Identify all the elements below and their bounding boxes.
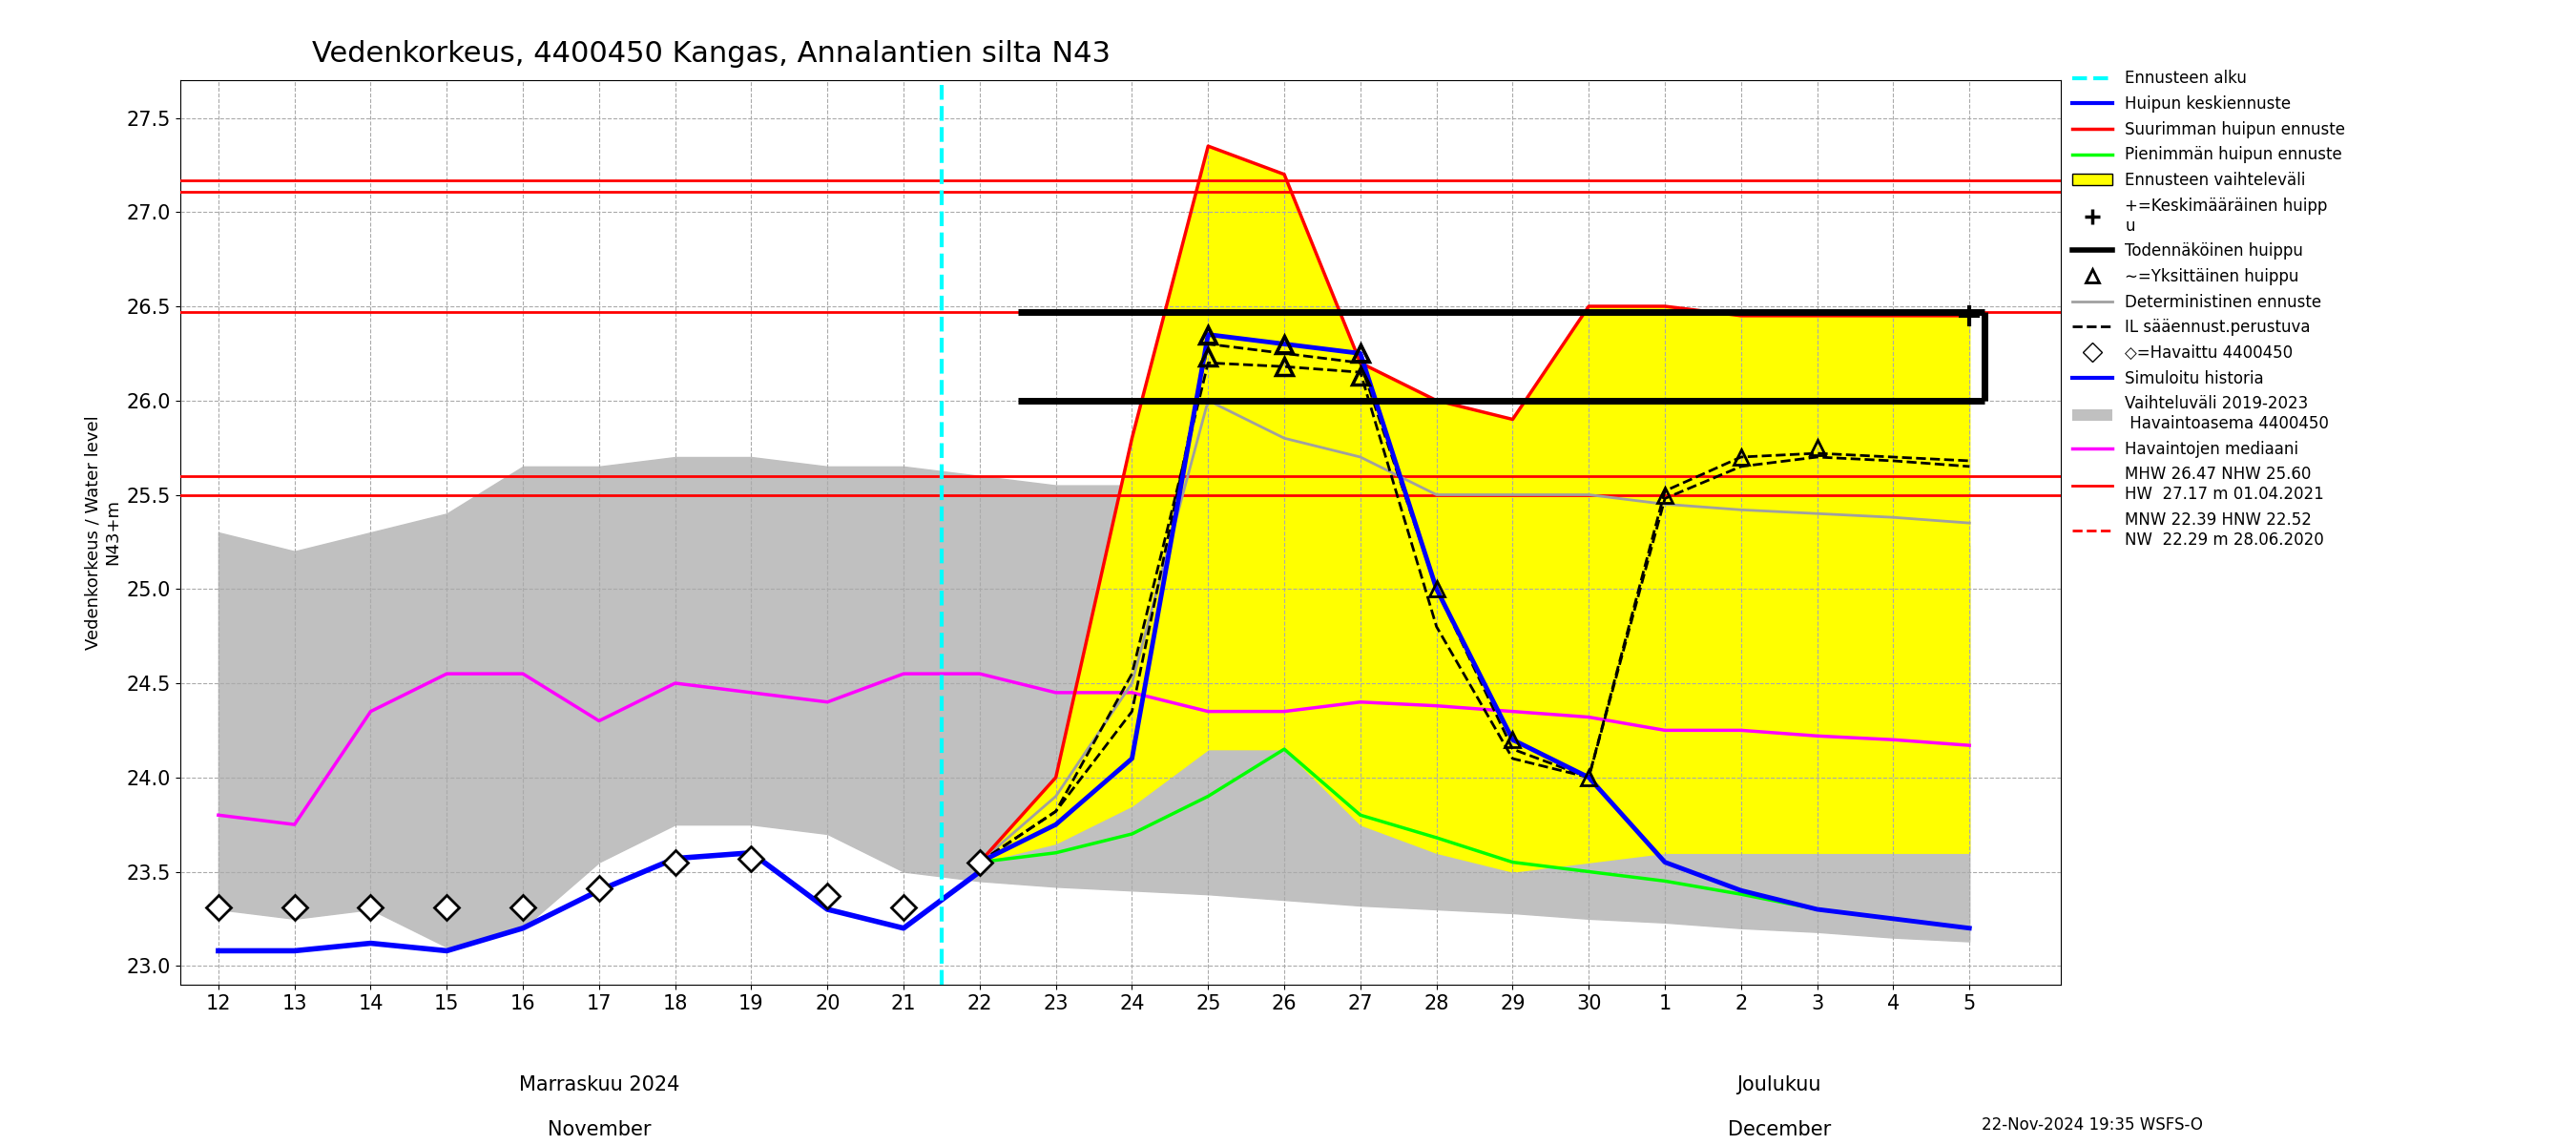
Y-axis label: Vedenkorkeus / Water level
N43+m: Vedenkorkeus / Water level N43+m bbox=[85, 416, 121, 649]
Text: 22-Nov-2024 19:35 WSFS-O: 22-Nov-2024 19:35 WSFS-O bbox=[1981, 1116, 2202, 1134]
Text: Joulukuu: Joulukuu bbox=[1736, 1075, 1821, 1095]
Text: November: November bbox=[546, 1120, 652, 1139]
Text: Vedenkorkeus, 4400450 Kangas, Annalantien silta N43: Vedenkorkeus, 4400450 Kangas, Annalantie… bbox=[312, 40, 1110, 68]
Text: December: December bbox=[1728, 1120, 1832, 1139]
Legend: Ennusteen alku, Huipun keskiennuste, Suurimman huipun ennuste, Pienimmän huipun : Ennusteen alku, Huipun keskiennuste, Suu… bbox=[2074, 70, 2344, 548]
Text: Marraskuu 2024: Marraskuu 2024 bbox=[518, 1075, 680, 1095]
